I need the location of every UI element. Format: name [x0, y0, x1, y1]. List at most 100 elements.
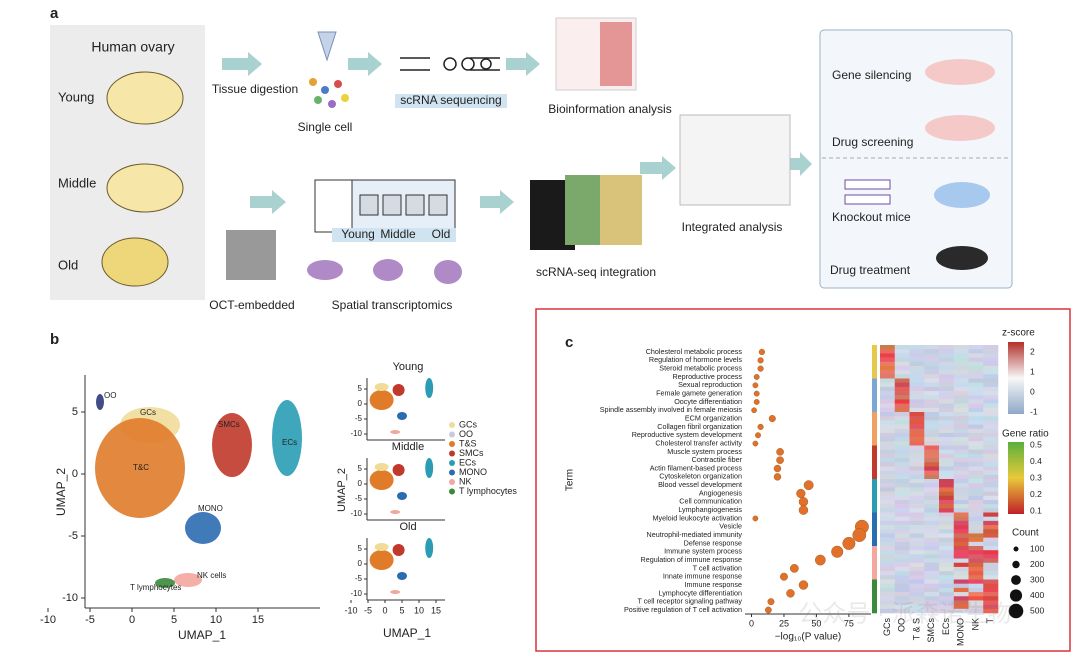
heat-cell — [953, 361, 969, 367]
dot — [798, 497, 809, 507]
label: Cytoskeleton organization — [659, 472, 742, 481]
label: SMCs — [459, 448, 484, 458]
heat-cell — [909, 357, 925, 363]
heat-cell — [880, 349, 896, 354]
heat-cell — [939, 407, 955, 413]
application-box — [819, 29, 1013, 289]
heat-cell — [939, 449, 955, 455]
label: Female gamete generation — [656, 389, 742, 398]
section — [434, 260, 462, 284]
heat-cell — [939, 483, 955, 488]
heat-cell — [909, 445, 925, 450]
cluster — [390, 510, 401, 514]
heat-cell — [894, 449, 910, 455]
heat-cell — [953, 416, 969, 421]
label: -1 — [1030, 406, 1038, 416]
heat-cell — [924, 533, 940, 538]
heat-cell — [894, 575, 910, 580]
heat-cell — [983, 407, 999, 413]
heat-cell — [953, 441, 969, 446]
heat-cell — [909, 462, 925, 467]
heat-cell — [909, 554, 925, 559]
heat-cell — [880, 537, 896, 543]
row-group — [872, 470, 877, 476]
row-group — [872, 391, 877, 396]
heat-cell — [894, 554, 910, 559]
heat-cell — [909, 592, 925, 597]
heat-cell — [939, 345, 955, 350]
section — [307, 260, 343, 280]
cluster — [374, 463, 389, 471]
row-group — [872, 462, 877, 467]
cluster — [374, 383, 389, 391]
size-key — [1009, 589, 1023, 602]
heat-cell — [939, 571, 955, 576]
cells — [309, 78, 349, 108]
heat-cell — [968, 520, 984, 526]
section — [373, 259, 403, 281]
heat-cell — [983, 412, 999, 417]
cluster — [397, 492, 407, 500]
label: -10 — [344, 605, 357, 615]
heat-cell — [894, 537, 910, 543]
heat-cell — [968, 395, 984, 400]
heat-cell — [924, 608, 940, 614]
heat-cell — [953, 608, 969, 614]
heat-cell — [983, 382, 999, 388]
heat-cell — [968, 345, 984, 350]
row-group — [872, 428, 877, 434]
heat-cell — [983, 604, 999, 610]
label: Gene ratio — [1002, 429, 1049, 440]
heat-cell — [939, 365, 955, 371]
heat-cell — [909, 525, 925, 530]
label: -10 — [350, 589, 362, 598]
heat-cell — [968, 462, 984, 467]
heat-cell — [909, 386, 925, 392]
heat-cell — [880, 453, 896, 459]
heat-cell — [968, 587, 984, 593]
heat-cell — [880, 382, 896, 388]
heat-cell — [924, 579, 940, 584]
label: 公众号 · 派森诺生物 — [798, 600, 1011, 627]
heat-cell — [924, 566, 940, 572]
heat-cell — [939, 453, 955, 459]
heat-cell — [983, 554, 999, 559]
row-group — [872, 412, 877, 417]
heat-cell — [968, 600, 984, 605]
label: Count — [1012, 528, 1039, 539]
heat-cell — [924, 407, 940, 413]
heat-cell — [924, 600, 940, 605]
dot — [790, 564, 799, 573]
heat-cell — [909, 491, 925, 497]
heat-cell — [894, 495, 910, 501]
heat-cell — [894, 508, 910, 513]
row-group — [872, 403, 877, 409]
dot — [773, 473, 782, 481]
heat-cell — [983, 479, 999, 484]
heat-cell — [909, 483, 925, 488]
dot — [758, 348, 765, 356]
heat-cell — [968, 357, 984, 363]
heat-cell — [983, 345, 999, 350]
heat-cell — [939, 541, 955, 547]
heat-cell — [880, 562, 896, 568]
heat-cell — [894, 407, 910, 413]
heat-cell — [924, 474, 940, 480]
heat-cell — [924, 445, 940, 450]
heat-cell — [968, 516, 984, 522]
heat-cell — [939, 386, 955, 392]
heat-cell — [880, 483, 896, 488]
heat-cell — [894, 403, 910, 409]
label: 0 — [72, 468, 78, 480]
cluster — [397, 572, 407, 580]
heat-cell — [968, 382, 984, 388]
heat-cell — [894, 596, 910, 601]
heat-cell — [953, 550, 969, 555]
heat-cell — [909, 512, 925, 517]
label: 400 — [1030, 590, 1044, 600]
heat-cell — [924, 499, 940, 505]
label: 5 — [358, 464, 363, 473]
heat-cell — [968, 592, 984, 597]
heat-cell — [968, 479, 984, 484]
